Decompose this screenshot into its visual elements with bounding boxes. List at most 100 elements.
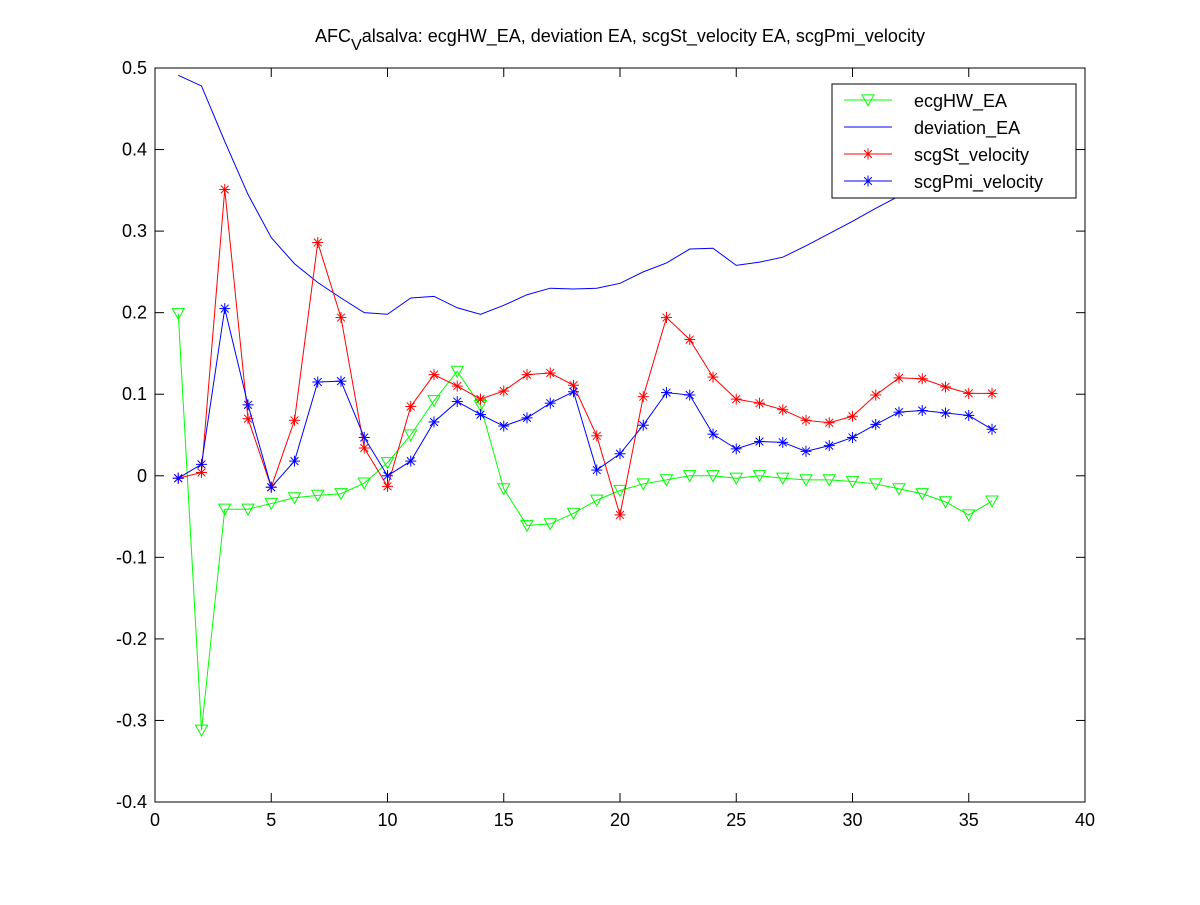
- data-point-scgpmi-velocity-5-stroke-d2: [267, 482, 276, 492]
- data-point-scgst-velocity-36: [986, 387, 998, 399]
- legend-label-deviation-ea: deviation_EA: [914, 118, 1020, 139]
- data-point-scgst-velocity-9: [358, 442, 370, 454]
- data-point-scgpmi-velocity-31: [870, 418, 882, 430]
- data-point-ecghw-ea-28: [799, 474, 813, 487]
- series-line-ecghw-ea: [177, 313, 993, 731]
- data-point-scgst-velocity-35-stroke-d2: [964, 389, 973, 398]
- data-point-scgpmi-velocity-34: [940, 407, 951, 419]
- data-point-scgst-velocity-14: [475, 393, 486, 405]
- data-point-ecghw-ea-11: [403, 429, 418, 442]
- x-tick-label: 10: [377, 810, 397, 830]
- data-point-scgpmi-velocity-28-stroke-d2: [801, 447, 811, 456]
- data-point-scgpmi-velocity-8-stroke-d2: [336, 376, 346, 386]
- data-point-scgst-velocity-21: [637, 391, 649, 403]
- data-point-scgpmi-velocity-6-stroke-d2: [290, 456, 299, 466]
- data-point-scgpmi-velocity-35-stroke-d2: [964, 411, 973, 420]
- x-tick-label: 15: [494, 810, 514, 830]
- data-point-scgpmi-velocity-36: [986, 423, 998, 435]
- data-point-scgpmi-velocity-33: [916, 405, 928, 417]
- data-point-scgpmi-velocity-18-stroke-d2: [569, 387, 578, 397]
- data-point-scgpmi-velocity-26-stroke-d2: [755, 437, 764, 446]
- data-point-scgpmi-velocity-9: [358, 431, 370, 443]
- data-point-ecghw-ea-4: [241, 503, 255, 516]
- data-point-scgst-velocity-12-stroke-d2: [429, 370, 439, 379]
- data-point-scgst-velocity-34: [940, 381, 951, 393]
- data-point-scgst-velocity-24-stroke-d2: [708, 372, 718, 382]
- data-point-scgst-velocity-13: [451, 380, 463, 392]
- data-point-scgpmi-velocity-24: [707, 428, 719, 440]
- data-point-scgpmi-velocity-8: [335, 375, 347, 387]
- data-point-scgpmi-velocity-35: [963, 409, 975, 421]
- data-point-ecghw-ea-6: [287, 492, 302, 505]
- data-point-ecghw-ea-34: [938, 496, 953, 509]
- data-point-scgpmi-velocity-32: [893, 406, 905, 418]
- chart-title-prefix: AFC: [315, 26, 351, 46]
- data-point-scgpmi-velocity-6: [289, 455, 300, 467]
- data-point-scgpmi-velocity-15-stroke-d2: [499, 421, 508, 431]
- series-line-scgpmi-velocity: [177, 308, 993, 489]
- data-point-scgpmi-velocity-14: [475, 409, 486, 421]
- y-tick-label: -0.1: [116, 547, 147, 567]
- data-point-scgpmi-velocity-19: [591, 464, 603, 476]
- data-point-scgst-velocity-17: [544, 367, 556, 379]
- legend-label-scgst-velocity: scgSt_velocity: [914, 145, 1029, 166]
- plot-area: [171, 74, 999, 737]
- data-point-scgst-velocity-19: [591, 430, 603, 442]
- y-tick-label: 0.4: [122, 140, 147, 160]
- y-tick-label: -0.2: [116, 629, 147, 649]
- data-point-scgpmi-velocity-4: [242, 399, 254, 411]
- data-point-scgpmi-velocity-7: [312, 376, 324, 388]
- data-point-scgst-velocity-14-stroke-d2: [476, 394, 485, 404]
- data-point-ecghw-ea-21: [636, 478, 651, 491]
- data-point-ecghw-ea-29: [822, 474, 837, 487]
- legend: ecgHW_EA deviation_EA scgSt_velocity scgPmi…: [831, 83, 1077, 199]
- data-point-scgst-velocity-32: [893, 372, 905, 384]
- y-tick-label: 0.2: [122, 303, 147, 323]
- data-point-scgst-velocity-6-stroke-d2: [290, 416, 299, 425]
- y-tick-label: 0.5: [122, 58, 147, 78]
- x-tick-label: 35: [959, 810, 979, 830]
- data-point-ecghw-ea-15: [496, 483, 511, 496]
- data-point-scgpmi-velocity-12: [428, 416, 440, 428]
- data-point-ecghw-ea-33: [915, 488, 930, 501]
- data-point-scgpmi-velocity-13: [451, 396, 463, 408]
- data-point-scgst-velocity-31: [870, 389, 882, 401]
- legend-marker-scgpmi-velocity: [862, 175, 874, 187]
- legend-box: [831, 83, 1077, 199]
- data-point-ecghw-ea-26: [752, 470, 767, 483]
- data-point-scgst-velocity-9-stroke-d2: [360, 443, 369, 453]
- data-point-scgst-velocity-21-stroke-d2: [639, 392, 648, 401]
- data-point-scgpmi-velocity-29: [823, 440, 835, 452]
- data-point-scgpmi-velocity-34-stroke-d2: [941, 408, 950, 418]
- x-tick-label: 5: [266, 810, 276, 830]
- data-point-ecghw-ea-23: [682, 470, 697, 483]
- data-point-scgpmi-velocity-25: [730, 443, 742, 455]
- data-point-scgpmi-velocity-23-stroke-d2: [685, 390, 694, 400]
- data-point-scgpmi-velocity-28: [800, 445, 812, 457]
- data-point-ecghw-ea-20: [613, 484, 627, 498]
- data-point-scgst-velocity-26-stroke-d2: [755, 398, 764, 408]
- x-tick-label: 20: [610, 810, 630, 830]
- axes: 0 5 10 15 20 25 30 35 40 -0.4 -0.3 -0.2 -0.1 0 0.1 0.2 0…: [116, 58, 1095, 830]
- data-point-ecghw-ea-17: [543, 518, 558, 531]
- data-point-scgpmi-velocity-16-stroke-d2: [522, 413, 532, 423]
- data-point-scgpmi-velocity-36-stroke-d2: [987, 425, 997, 434]
- data-point-ecghw-ea-5: [264, 497, 279, 511]
- data-point-ecghw-ea-7: [310, 489, 325, 503]
- data-point-scgst-velocity-7-stroke-d2: [313, 238, 322, 247]
- data-point-scgpmi-velocity-5: [265, 481, 277, 493]
- data-point-scgst-velocity-8: [335, 312, 347, 324]
- data-point-ecghw-ea-31: [868, 478, 883, 491]
- data-point-scgpmi-velocity-21-stroke-d2: [639, 420, 648, 430]
- data-point-scgpmi-velocity-27-stroke-d2: [778, 438, 787, 447]
- data-point-ecghw-ea-36: [985, 495, 999, 508]
- data-point-scgst-velocity-28: [800, 414, 812, 426]
- data-point-ecghw-ea-19: [589, 494, 604, 507]
- data-point-scgst-velocity-10: [382, 480, 393, 492]
- data-point-scgpmi-velocity-27: [777, 436, 789, 448]
- data-point-scgst-velocity-20-stroke-d2: [615, 510, 625, 520]
- chart-title-suffix: alsalva: ecgHW_EA, deviation EA, scgSt_v…: [362, 26, 925, 47]
- data-point-ecghw-ea-1: [171, 307, 186, 321]
